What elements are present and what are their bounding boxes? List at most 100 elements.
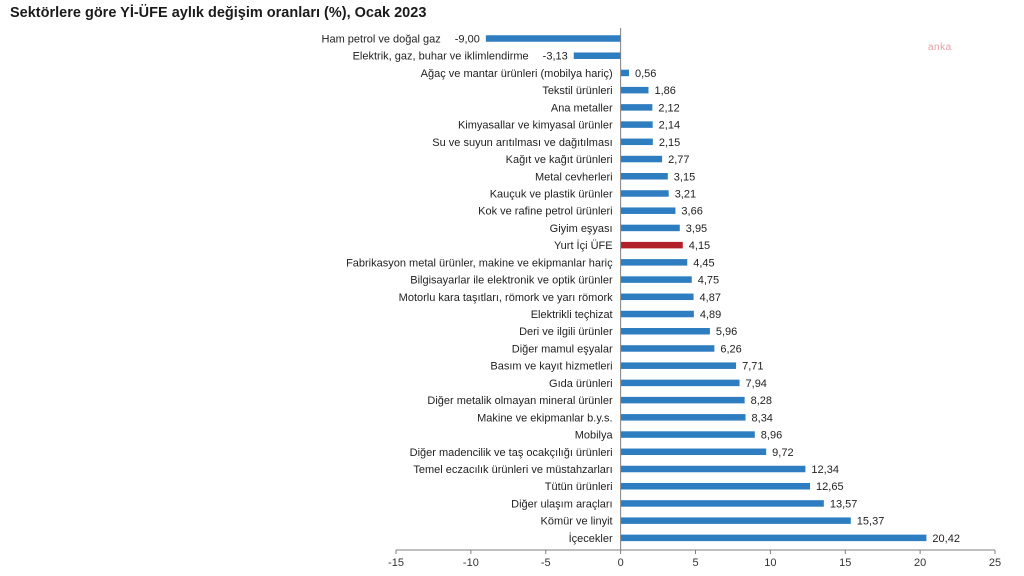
value-label: 12,34 bbox=[811, 464, 839, 476]
category-label: Yurt İçi ÜFE bbox=[554, 239, 613, 252]
category-label: Basım ve kayıt hizmetleri bbox=[490, 361, 612, 373]
value-label: 7,94 bbox=[746, 378, 767, 390]
x-tick-label: 5 bbox=[692, 557, 698, 569]
x-tick-label: 0 bbox=[618, 557, 624, 569]
category-label: Makine ve ekipmanlar b.y.s. bbox=[477, 412, 613, 424]
bar bbox=[620, 362, 737, 369]
category-label: Ana metaller bbox=[551, 102, 613, 114]
category-label: Kömür ve linyit bbox=[540, 516, 612, 528]
category-label: Elektrik, gaz, buhar ve iklimlendirme bbox=[353, 51, 529, 63]
category-label: Su ve suyun arıtılması ve dağıtılması bbox=[432, 137, 612, 149]
category-label: Fabrikasyon metal ürünler, makine ve eki… bbox=[346, 257, 613, 269]
bar bbox=[620, 259, 688, 266]
value-label: 4,89 bbox=[700, 309, 721, 321]
category-label: Diğer mamul eşyalar bbox=[512, 343, 613, 355]
value-label: 6,26 bbox=[720, 343, 741, 355]
value-label: 8,96 bbox=[761, 430, 782, 442]
category-label: Ağaç ve mantar ürünleri (mobilya hariç) bbox=[421, 68, 613, 80]
category-label: Kimyasallar ve kimyasal ürünler bbox=[458, 120, 613, 132]
value-labels: -9,00 -3,13 0,56 1,86 2,12 2,14 2,15 2,77 3,15 3,… bbox=[455, 34, 960, 545]
category-label: Motorlu kara taşıtları, römork ve yarı r… bbox=[399, 292, 613, 304]
value-label: -3,13 bbox=[543, 51, 568, 63]
value-label: 8,34 bbox=[752, 412, 773, 424]
bar bbox=[620, 327, 710, 335]
bar bbox=[620, 241, 683, 249]
bar bbox=[620, 173, 668, 180]
bar bbox=[620, 500, 824, 507]
value-label: 13,57 bbox=[830, 498, 858, 510]
bar bbox=[620, 345, 715, 352]
x-tick-label: 20 bbox=[914, 557, 926, 569]
x-tick-label: -15 bbox=[388, 557, 404, 569]
value-label: 0,56 bbox=[635, 68, 656, 80]
category-label: Ham petrol ve doğal gaz bbox=[322, 34, 441, 46]
category-label: Kauçuk ve plastik ürünler bbox=[490, 188, 613, 200]
bar bbox=[620, 414, 746, 421]
category-labels: Ham petrol ve doğal gaz Elektrik, gaz, bu… bbox=[322, 34, 614, 545]
category-label: Deri ve ilgili ürünler bbox=[519, 326, 613, 338]
bar bbox=[620, 190, 669, 197]
bar bbox=[620, 482, 811, 490]
bar bbox=[620, 207, 676, 214]
category-label: Tütün ürünleri bbox=[545, 481, 613, 493]
x-tick-label: 25 bbox=[989, 557, 1001, 569]
value-label: 5,96 bbox=[716, 326, 737, 338]
value-label: 15,37 bbox=[857, 516, 885, 528]
category-label: Metal cevherleri bbox=[535, 171, 613, 183]
bar bbox=[620, 293, 694, 301]
bar bbox=[620, 465, 806, 473]
x-tick-label: -10 bbox=[463, 557, 479, 569]
value-label: 4,75 bbox=[698, 275, 719, 287]
bar bbox=[620, 448, 767, 456]
bar bbox=[620, 104, 653, 111]
category-label: Tekstil ürünleri bbox=[542, 85, 612, 97]
category-label: Kok ve rafine petrol ürünleri bbox=[478, 206, 613, 218]
category-label: Mobilya bbox=[575, 430, 614, 442]
bar bbox=[620, 396, 745, 404]
bar bbox=[620, 379, 740, 387]
value-label: 2,77 bbox=[668, 154, 689, 166]
bar bbox=[485, 35, 621, 42]
category-label: Temel eczacılık ürünleri ve müstahzarlar… bbox=[413, 464, 612, 476]
value-label: 3,21 bbox=[675, 188, 696, 200]
bar bbox=[620, 517, 851, 524]
category-label: Bilgisayarlar ile elektronik ve optik ür… bbox=[410, 275, 613, 287]
value-label: 2,12 bbox=[658, 102, 679, 114]
bar bbox=[620, 534, 927, 542]
value-label: 1,86 bbox=[654, 85, 675, 97]
bar bbox=[573, 52, 621, 59]
value-label: 9,72 bbox=[772, 447, 793, 459]
category-label: Diğer madencilik ve taş ocakçılığı ürünl… bbox=[410, 447, 613, 459]
bar bbox=[620, 224, 680, 232]
value-label: 3,15 bbox=[674, 171, 695, 183]
x-tick-label: 15 bbox=[839, 557, 851, 569]
bar bbox=[620, 69, 630, 77]
value-label: 3,95 bbox=[686, 223, 707, 235]
category-label: Gıda ürünleri bbox=[549, 378, 613, 390]
bar bbox=[620, 138, 653, 146]
value-label: 2,14 bbox=[659, 120, 680, 132]
category-label: İçecekler bbox=[569, 532, 613, 545]
value-label: 20,42 bbox=[932, 533, 960, 545]
value-label: 8,28 bbox=[751, 395, 772, 407]
value-label: 7,71 bbox=[742, 361, 763, 373]
bar bbox=[620, 276, 692, 283]
value-label: 3,66 bbox=[681, 206, 702, 218]
value-label: 12,65 bbox=[816, 481, 844, 493]
chart-title: Sektörlere göre Yİ-ÜFE aylık değişim ora… bbox=[10, 5, 427, 21]
bars-group bbox=[485, 35, 927, 542]
bar bbox=[620, 431, 755, 438]
category-label: Elektrikli teçhizat bbox=[531, 309, 613, 321]
value-label: 4,15 bbox=[689, 240, 710, 252]
value-label: 2,15 bbox=[659, 137, 680, 149]
category-label: Diğer metalik olmayan mineral ürünler bbox=[427, 395, 613, 407]
watermark-logo: anka bbox=[928, 42, 952, 53]
value-label: 4,45 bbox=[693, 257, 714, 269]
value-label: 4,87 bbox=[700, 292, 721, 304]
category-label: Kağıt ve kağıt ürünleri bbox=[506, 154, 613, 166]
x-tick-label: 10 bbox=[764, 557, 776, 569]
bar bbox=[620, 310, 694, 318]
x-tick-label: -5 bbox=[541, 557, 551, 569]
x-axis: -15 -10 -5 0 5 10 15 20 25 bbox=[388, 28, 1001, 569]
